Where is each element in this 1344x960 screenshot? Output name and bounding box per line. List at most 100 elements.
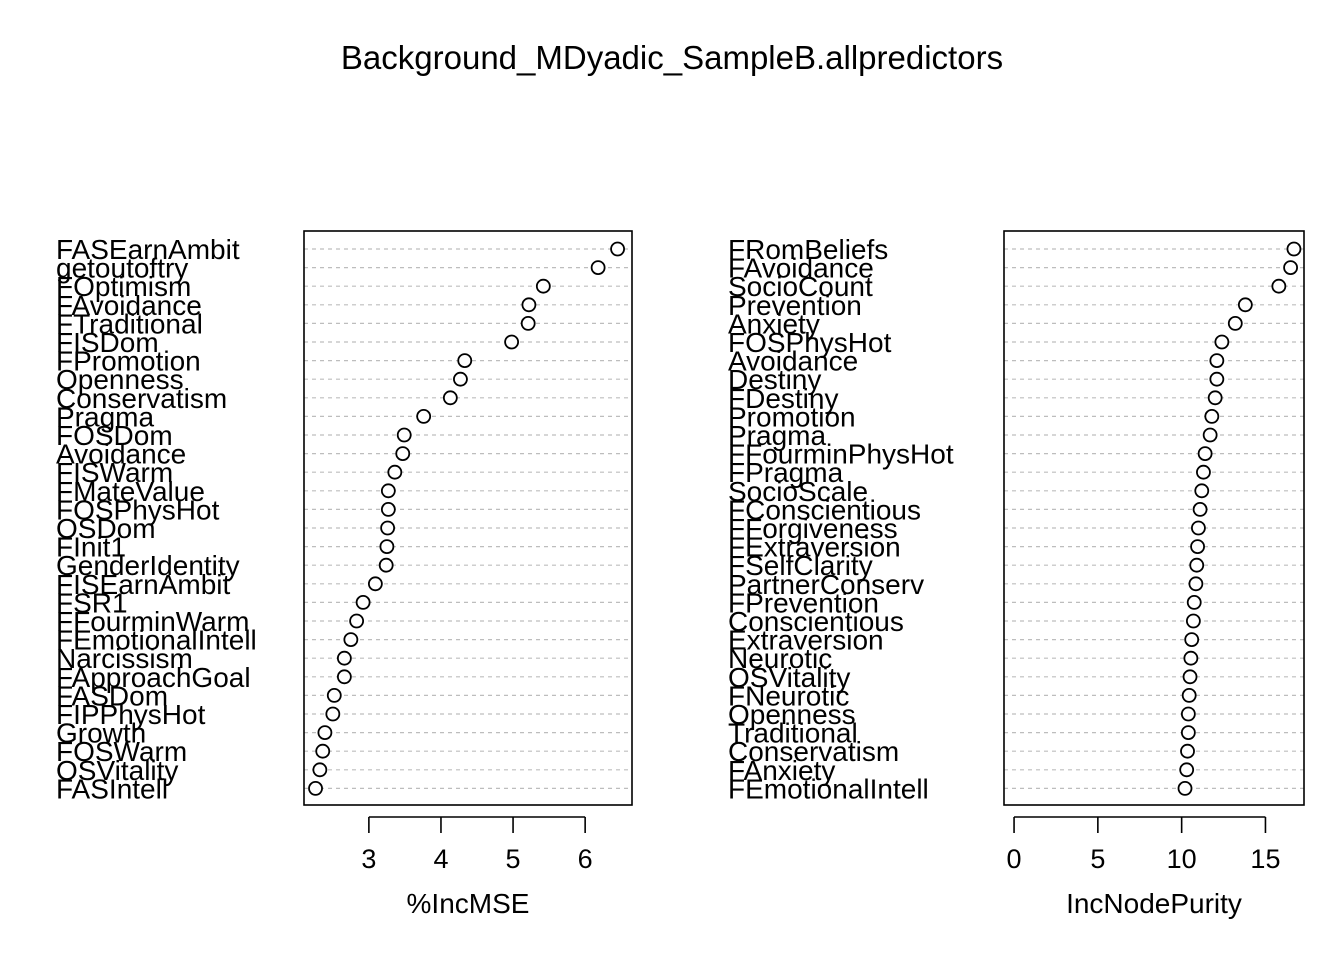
data-point (590, 260, 606, 276)
variable-label: Pragma (728, 420, 826, 451)
variable-label: FMateValue (56, 476, 205, 507)
variable-label: Conservatism (56, 383, 227, 414)
data-point (355, 595, 371, 610)
data-point (535, 278, 551, 294)
data-point (379, 539, 395, 554)
variable-label: FAnxiety (728, 755, 835, 786)
data-point (1180, 743, 1195, 759)
variable-label: FSelfClarity (728, 550, 873, 581)
x-tick-label: 0 (1007, 844, 1022, 874)
variable-label: Growth (56, 718, 146, 749)
variable-label: Pragma (56, 401, 154, 432)
data-point (1190, 539, 1205, 554)
variable-label: Avoidance (56, 439, 186, 470)
data-point (349, 613, 365, 629)
x-tick-label: 15 (1250, 844, 1280, 874)
variable-label: FInit1 (56, 532, 126, 563)
data-point (1197, 446, 1213, 462)
x-tick-label: 3 (361, 844, 376, 874)
data-point (1186, 595, 1202, 610)
data-point (1179, 762, 1195, 778)
variable-label: Narcissism (56, 643, 193, 674)
data-point (453, 371, 468, 387)
variable-label: FFourminWarm (56, 606, 249, 637)
variable-label: FOSDom (56, 420, 173, 451)
variable-label: FEmotionalIntell (56, 625, 257, 656)
variable-label: FTraditional (56, 308, 203, 339)
data-point (1177, 781, 1193, 796)
variable-label: FForgiveness (728, 513, 898, 544)
data-point (1286, 241, 1302, 257)
x-tick-label: 6 (578, 844, 593, 874)
data-point (1192, 501, 1208, 517)
data-point (1196, 464, 1211, 480)
variable-label: Extraversion (728, 625, 884, 656)
data-point (1283, 260, 1298, 276)
panel-1: FASEarnAmbitgetoutoftryFOptimismFAvoidan… (56, 230, 633, 919)
variable-label: FAvoidance (56, 290, 202, 321)
variable-label: FISEarnAmbit (56, 569, 230, 600)
data-point (1194, 483, 1210, 499)
variable-label: FISWarm (56, 457, 173, 488)
data-point (1184, 632, 1200, 647)
variable-label: Avoidance (728, 346, 858, 377)
data-point (1180, 725, 1196, 740)
variable-label: FAvoidance (728, 253, 874, 284)
data-point (315, 743, 331, 759)
x-tick-label: 10 (1167, 844, 1197, 874)
data-point (1183, 650, 1199, 666)
variable-label: Promotion (728, 401, 856, 432)
variable-label: Destiny (728, 364, 821, 395)
data-point (308, 781, 323, 796)
panel-2: FRomBeliefsFAvoidanceSocioCountPreventio… (728, 230, 1305, 919)
data-point (416, 408, 432, 424)
data-point (343, 632, 359, 647)
data-point (387, 464, 403, 480)
data-point (1209, 371, 1225, 387)
variable-label: Traditional (728, 718, 858, 749)
data-point (1237, 297, 1253, 313)
data-point (520, 315, 536, 331)
variable-label: FIPPhysHot (56, 699, 206, 730)
data-point (1202, 427, 1218, 443)
variable-label: FEmotionalIntell (728, 773, 929, 804)
variable-label: Neurotic (728, 643, 832, 674)
data-point (457, 353, 473, 369)
data-point (312, 762, 328, 778)
variable-label: Openness (728, 699, 856, 730)
data-point (1191, 520, 1206, 536)
x-axis-label: %IncMSE (407, 888, 530, 919)
variable-label: FOptimism (56, 271, 191, 302)
x-tick-label: 5 (1090, 844, 1105, 874)
data-point (442, 390, 458, 406)
variable-label: FPromotion (56, 346, 201, 377)
variable-label: FPrevention (728, 587, 879, 618)
data-point (325, 706, 341, 722)
x-tick-label: 5 (506, 844, 521, 874)
data-point (317, 725, 333, 740)
data-point (1209, 353, 1225, 369)
variable-label: GenderIdentity (56, 550, 240, 581)
data-point (380, 483, 396, 499)
data-point (1181, 688, 1197, 703)
data-point (1227, 315, 1243, 331)
chart-title: Background_MDyadic_SampleB.allpredictors (341, 39, 1003, 76)
variable-label: SocioScale (728, 476, 868, 507)
variable-label: FASEarnAmbit (56, 234, 240, 265)
data-point (396, 427, 412, 443)
variable-label: FOSPhysHot (56, 494, 220, 525)
variable-label: FOSWarm (56, 736, 187, 767)
variable-label: FDestiny (728, 383, 838, 414)
data-point (1185, 613, 1201, 629)
variable-label: FApproachGoal (56, 662, 251, 693)
variable-label: Openness (56, 364, 184, 395)
data-point (504, 334, 520, 350)
variable-label: FSR1 (56, 587, 128, 618)
variable-label: Conservatism (728, 736, 899, 767)
variable-label: FConscientious (728, 494, 921, 525)
x-tick-label: 4 (433, 844, 448, 874)
data-point (1182, 669, 1198, 685)
variable-label: SocioCount (728, 271, 873, 302)
variable-label: Anxiety (728, 308, 820, 339)
variable-label: OSVitality (56, 755, 178, 786)
